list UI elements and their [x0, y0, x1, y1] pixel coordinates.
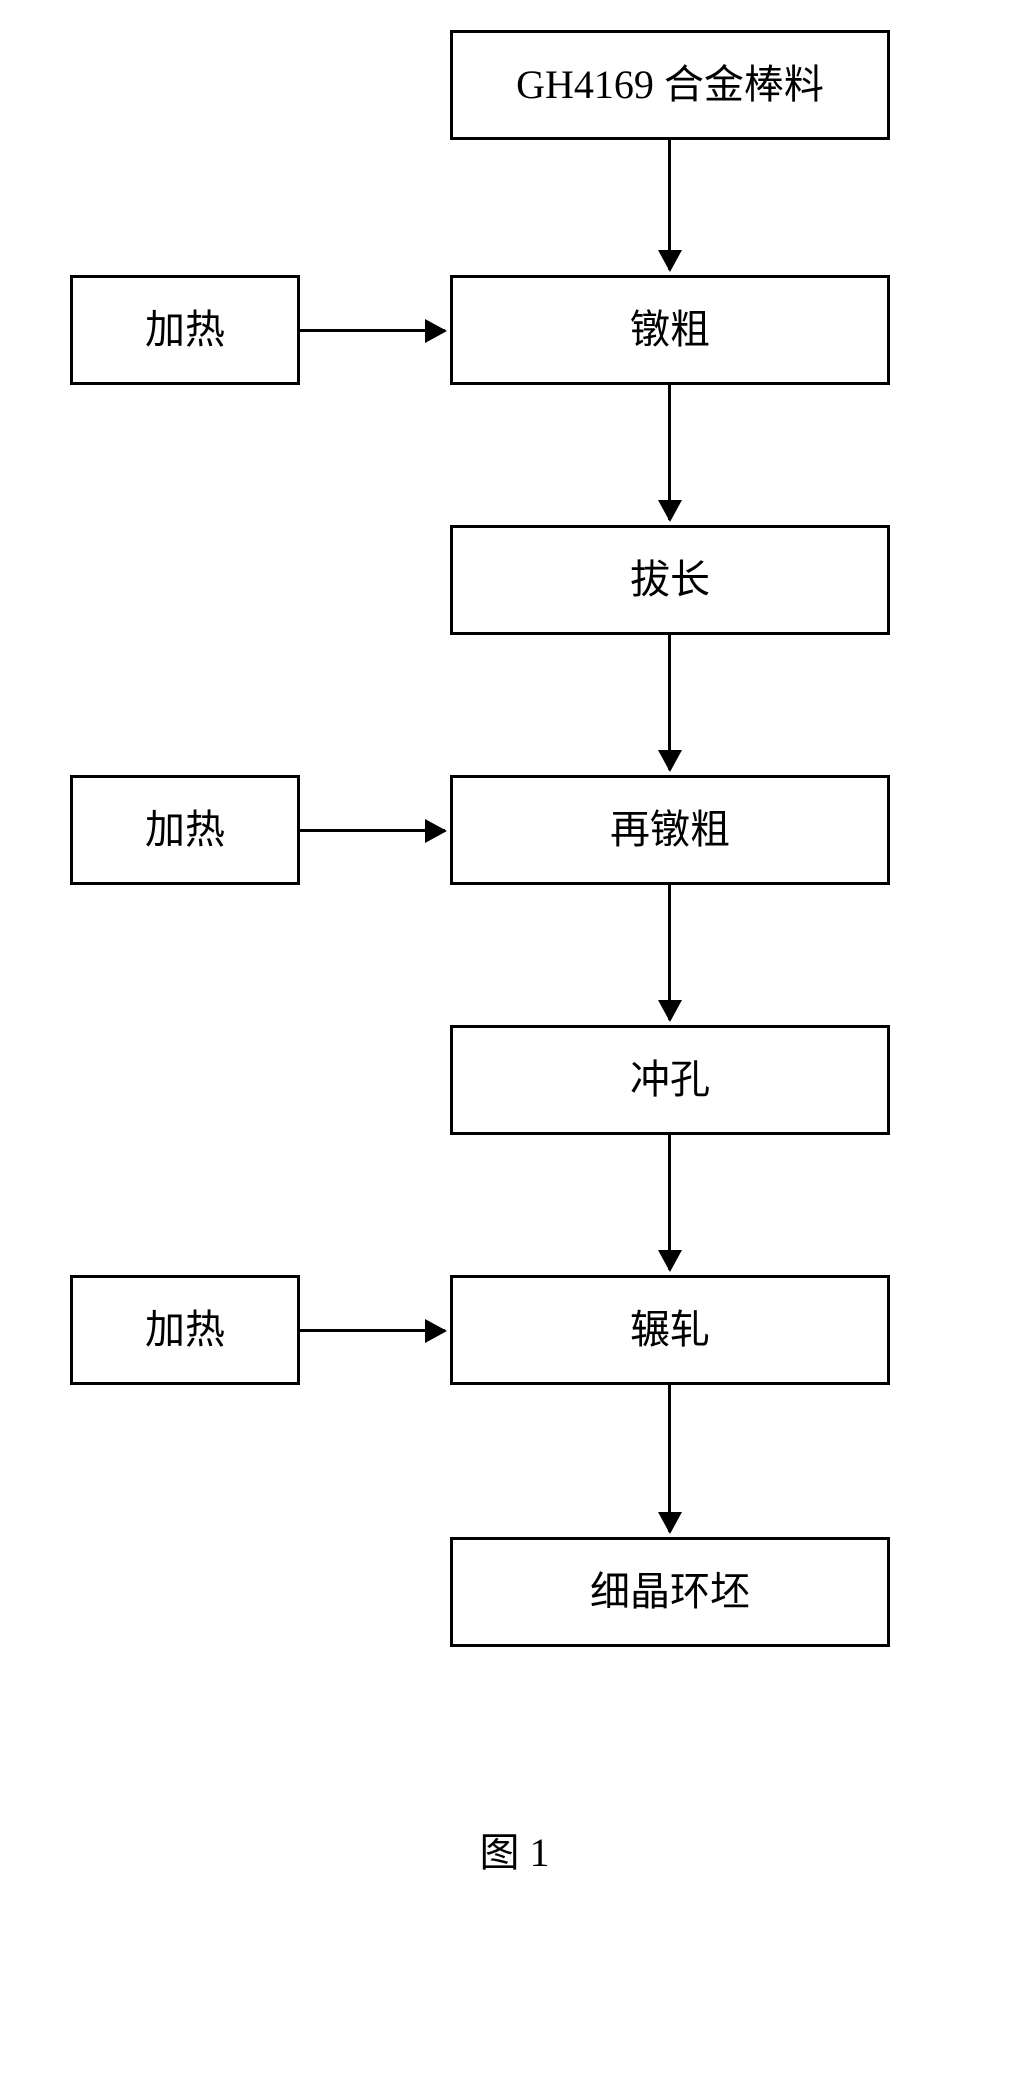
node-heat: 加热 [70, 775, 300, 885]
node-label: 冲孔 [626, 1052, 714, 1108]
node-step: 再镦粗 [450, 775, 890, 885]
node-heat: 加热 [70, 1275, 300, 1385]
node-step: 拔长 [450, 525, 890, 635]
node-step: 辗轧 [450, 1275, 890, 1385]
figure-caption: 图 1 [0, 1820, 1029, 1878]
node-label: 加热 [141, 302, 229, 358]
arrow-right [300, 329, 445, 332]
node-label: 拔长 [626, 552, 714, 608]
arrow-right [300, 1329, 445, 1332]
arrow-down [668, 140, 671, 270]
node-label: 镦粗 [626, 302, 714, 358]
arrow-down [668, 885, 671, 1020]
arrow-down [668, 1135, 671, 1270]
node-step: 镦粗 [450, 275, 890, 385]
node-start: GH4169 合金棒料 [450, 30, 890, 140]
node-label: 再镦粗 [606, 802, 734, 858]
node-label: GH4169 合金棒料 [512, 57, 828, 113]
node-step: 冲孔 [450, 1025, 890, 1135]
node-label: 加热 [141, 1302, 229, 1358]
arrow-down [668, 385, 671, 520]
node-label: 加热 [141, 802, 229, 858]
node-end: 细晶环坯 [450, 1537, 890, 1647]
node-heat: 加热 [70, 275, 300, 385]
arrow-right [300, 829, 445, 832]
node-label: 细晶环坯 [586, 1564, 754, 1620]
node-label: 辗轧 [626, 1302, 714, 1358]
arrow-down [668, 1385, 671, 1532]
arrow-down [668, 635, 671, 770]
